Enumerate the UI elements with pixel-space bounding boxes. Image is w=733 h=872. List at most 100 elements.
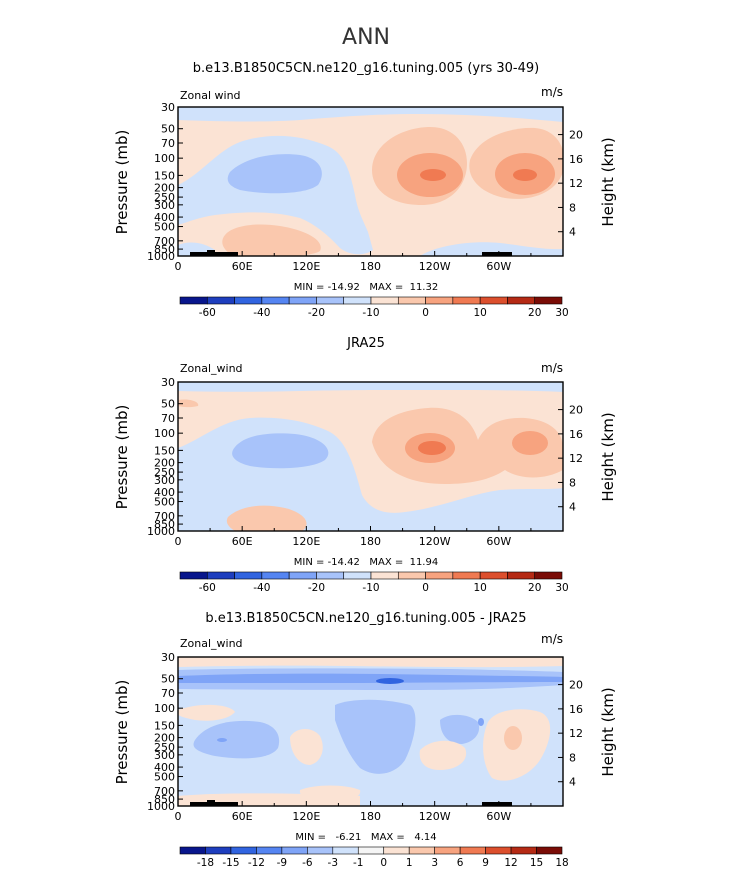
pressure-tick-label: 400: [154, 211, 175, 224]
colorbar-label: 12: [504, 857, 517, 869]
colorbar-label: -60: [199, 307, 216, 319]
height-tick-label: 16: [569, 428, 583, 441]
negative-region-east: [440, 714, 480, 744]
height-tick-label: 20: [569, 129, 583, 142]
colorbar-label: -20: [308, 307, 325, 319]
panel-model-title: b.e13.B1850C5CN.ne120_g16.tuning.005 (yr…: [193, 61, 539, 76]
colorbar-swatch: [281, 846, 308, 855]
colorbar-swatch: [343, 296, 372, 305]
colorbar-swatch: [534, 296, 563, 305]
easterly-core: [232, 433, 329, 469]
longitude-tick-label: 60E: [232, 535, 253, 548]
easterly-core: [227, 154, 322, 194]
pressure-tick-label: 250: [154, 741, 175, 754]
colorbar-swatch: [408, 846, 435, 855]
y-axis-label-right: Height (km): [599, 687, 617, 776]
colorbar-swatch: [434, 846, 461, 855]
longitude-tick-label: 0: [175, 535, 182, 548]
pressure-tick-label: 250: [154, 191, 175, 204]
pressure-tick-label: 70: [161, 137, 175, 150]
panel-model-variable: Zonal wind: [180, 89, 241, 102]
colorbar-swatch: [343, 571, 372, 580]
pressure-tick-label: 400: [154, 761, 175, 774]
pressure-tick-label: 30: [161, 376, 175, 389]
pressure-tick-label: 50: [161, 398, 175, 411]
pressure-tick-label: 100: [154, 702, 175, 715]
pressure-tick-label: 700: [154, 510, 175, 523]
panel-model-stats: MIN = -14.92 MAX = 11.32: [294, 282, 438, 293]
height-tick-label: 8: [569, 201, 576, 214]
height-tick-label: 8: [569, 751, 576, 764]
pressure-tick-label: 300: [154, 749, 175, 762]
colorbar-label: 3: [431, 857, 438, 869]
y-axis-label: Pressure (mb): [113, 405, 131, 510]
topography: [482, 252, 512, 256]
panel-obs-stats: MIN = -14.42 MAX = 11.94: [294, 557, 438, 568]
panel-obs-title: JRA25: [346, 336, 385, 351]
panel-obs-variable: Zonal_wind: [180, 362, 243, 375]
longitude-tick-label: 120W: [419, 810, 451, 823]
colorbar-swatch: [357, 846, 385, 855]
colorbar-label: 30: [555, 582, 568, 594]
panel-diff-field: [178, 657, 563, 806]
colorbar-swatch: [397, 296, 426, 305]
colorbar-swatch: [234, 296, 263, 305]
longitude-tick-label: 60W: [486, 260, 511, 273]
pressure-tick-label: 100: [154, 427, 175, 440]
pressure-tick-label: 30: [161, 101, 175, 114]
negative-band-core: [178, 673, 563, 683]
colorbar-diff: -18 -15 -12 -9 -6 -3 -1 0 1 3 6 9 12 15 18: [179, 846, 569, 869]
pressure-tick-label: 1000: [147, 800, 175, 813]
colorbar-swatch: [397, 571, 426, 580]
colorbar-swatch: [256, 846, 283, 855]
colorbar-label: 10: [473, 582, 486, 594]
y-axis-label-right: Height (km): [599, 412, 617, 501]
colorbar-label: 18: [555, 857, 568, 869]
longitude-tick-label: 120W: [419, 535, 451, 548]
topography: [207, 250, 215, 256]
pressure-tick-label: 30: [161, 651, 175, 664]
colorbar-label: 0: [422, 307, 429, 319]
colorbar-label: -18: [197, 857, 214, 869]
height-tick-label: 4: [569, 501, 576, 514]
colorbar-swatch: [485, 846, 512, 855]
longitude-tick-label: 120E: [292, 260, 320, 273]
pressure-tick-label: 700: [154, 235, 175, 248]
westerly-jet-east: [512, 431, 548, 455]
longitude-ticks: 0 60E 120E 180 120W 60W: [175, 526, 532, 548]
negative-core: [376, 678, 404, 684]
height-tick-label: 12: [569, 452, 583, 465]
colorbar-swatch: [206, 296, 235, 305]
pressure-tick-label: 200: [154, 457, 175, 470]
colorbar-swatch: [288, 296, 317, 305]
pressure-tick-label: 70: [161, 412, 175, 425]
lower-easterly-region-east: [420, 242, 563, 256]
figure-title: ANN: [342, 25, 390, 50]
colorbar-swatch: [479, 296, 508, 305]
colorbar-swatch: [452, 571, 481, 580]
colorbar-swatch: [261, 571, 290, 580]
colorbar-label: 20: [528, 582, 541, 594]
longitude-tick-label: 120E: [292, 535, 320, 548]
longitude-tick-label: 180: [360, 535, 381, 548]
lower-westerly-region: [226, 505, 307, 531]
pressure-tick-label: 300: [154, 199, 175, 212]
longitude-tick-label: 120E: [292, 810, 320, 823]
height-tick-label: 20: [569, 679, 583, 692]
colorbar-swatch: [332, 846, 359, 855]
height-tick-label: 4: [569, 776, 576, 789]
positive-core-east: [504, 726, 522, 750]
colorbar-swatch: [425, 571, 454, 580]
westerly-core-west: [420, 169, 446, 181]
lower-easterly-region: [178, 517, 215, 531]
height-ticks: 20 16 12 8 4: [558, 679, 583, 789]
colorbar-swatch: [316, 296, 345, 305]
upper-easterly-band: [178, 107, 563, 122]
colorbar-swatch: [179, 296, 208, 305]
colorbar-swatch: [288, 571, 317, 580]
lower-westerly-region: [222, 224, 321, 256]
positive-region-west: [290, 728, 323, 765]
colorbar-label: 1: [406, 857, 413, 869]
